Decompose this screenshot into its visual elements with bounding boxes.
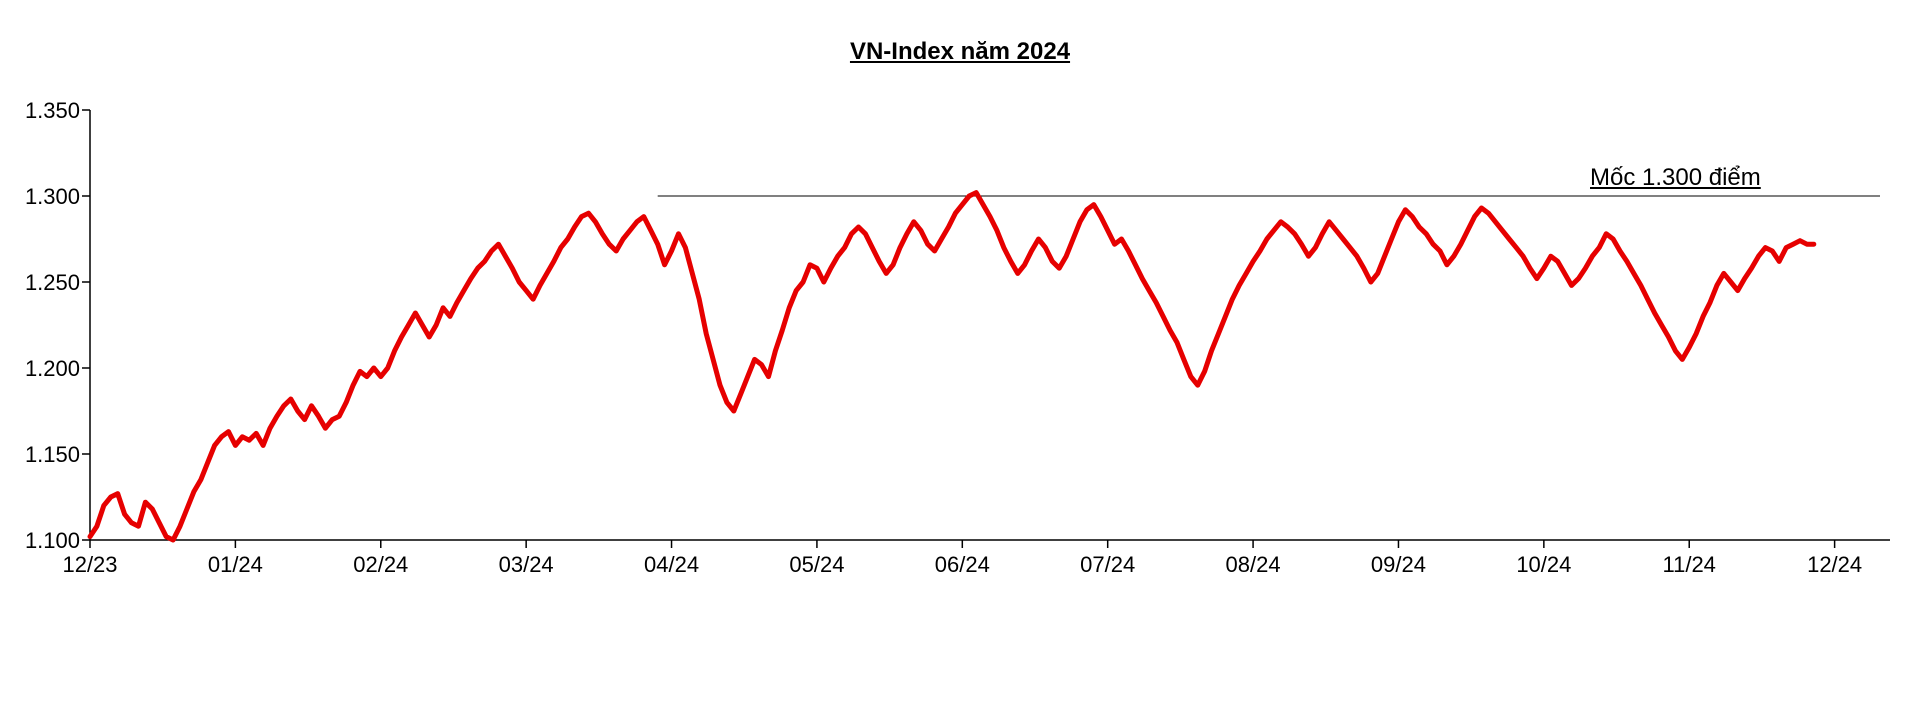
- x-tick-label: 06/24: [922, 552, 1002, 578]
- x-tick-label: 03/24: [486, 552, 566, 578]
- x-tick-label: 09/24: [1358, 552, 1438, 578]
- y-tick-label: 1.250: [10, 270, 80, 296]
- x-tick-label: 11/24: [1649, 552, 1729, 578]
- x-tick-label: 08/24: [1213, 552, 1293, 578]
- chart-area: [90, 110, 1890, 670]
- chart-title: VN-Index năm 2024: [850, 38, 1070, 66]
- x-tick-label: 07/24: [1068, 552, 1148, 578]
- x-tick-label: 01/24: [195, 552, 275, 578]
- x-tick-label: 10/24: [1504, 552, 1584, 578]
- x-tick-label: 02/24: [341, 552, 421, 578]
- x-tick-label: 12/23: [50, 552, 130, 578]
- x-tick-label: 12/24: [1795, 552, 1875, 578]
- x-tick-label: 04/24: [632, 552, 712, 578]
- reference-line-label: Mốc 1.300 điểm: [1590, 164, 1761, 192]
- x-tick-label: 05/24: [777, 552, 857, 578]
- y-tick-label: 1.300: [10, 184, 80, 210]
- y-tick-label: 1.100: [10, 528, 80, 554]
- chart-svg: [90, 110, 1890, 670]
- y-tick-label: 1.350: [10, 98, 80, 124]
- y-tick-label: 1.200: [10, 356, 80, 382]
- y-tick-label: 1.150: [10, 442, 80, 468]
